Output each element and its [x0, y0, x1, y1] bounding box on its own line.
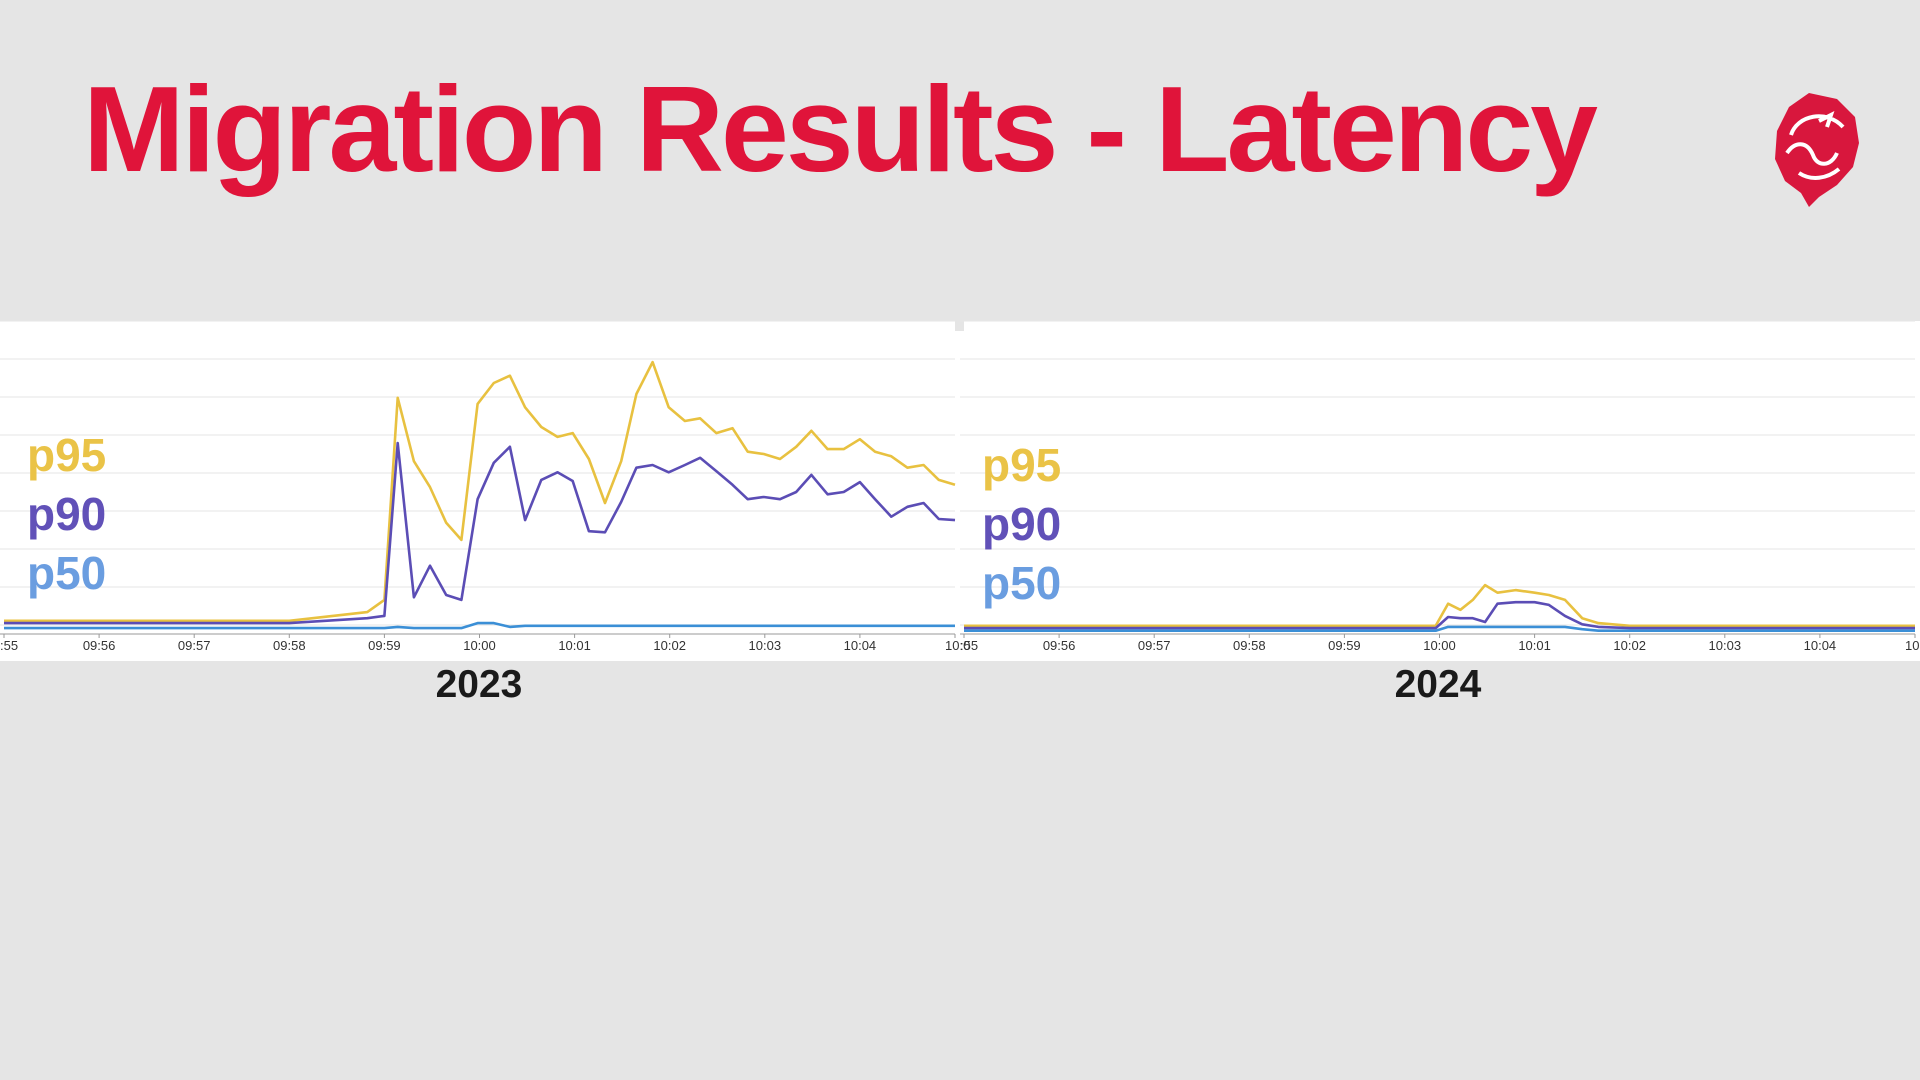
legend-label: p90: [27, 488, 106, 540]
x-tick-label: 10:04: [844, 638, 877, 653]
x-tick-label: 10:0: [945, 638, 970, 653]
series-line: [964, 625, 1915, 632]
legend-label: p95: [982, 439, 1061, 491]
x-tick-label: 09:59: [1328, 638, 1361, 653]
legend-label: p95: [27, 429, 106, 481]
x-tick-label: 10:01: [1518, 638, 1551, 653]
legend-label: p50: [982, 557, 1061, 609]
plots: :55 09:56 09:57 09:58 09:59 10:00 10:01 10:02 10…: [0, 320, 1920, 706]
x-tick-label: 10:04: [1804, 638, 1837, 653]
series-line: [964, 600, 1915, 630]
panel-gap: [955, 321, 964, 331]
x-tick-label: 10:02: [653, 638, 686, 653]
legend-label: p90: [982, 498, 1061, 550]
x-tick-label: 09:58: [273, 638, 306, 653]
series-line: [4, 441, 956, 625]
chart-title: 2023: [436, 663, 523, 706]
x-tick-label: 09:57: [178, 638, 211, 653]
x-tick-label: 10:03: [749, 638, 782, 653]
chart-panel: [0, 321, 1920, 661]
x-tick-label: 10:00: [463, 638, 496, 653]
x-tick-label: :55: [0, 638, 18, 653]
x-tick-label: 09:57: [1138, 638, 1171, 653]
series-line: [4, 360, 956, 623]
series-line: [4, 621, 955, 630]
x-tick-label: 10:03: [1709, 638, 1742, 653]
x-tick-label: :55: [960, 638, 978, 653]
x-tick-label: 09:59: [368, 638, 401, 653]
logo: [1775, 93, 1859, 207]
x-tick-label: 09:56: [1043, 638, 1076, 653]
x-tick-label: 10:01: [558, 638, 591, 653]
logo-swirl: [1785, 111, 1845, 180]
chart-title: 2024: [1395, 663, 1482, 706]
x-tick-label: 10:02: [1613, 638, 1646, 653]
x-tick-label: 10:00: [1423, 638, 1456, 653]
legend-label: p50: [27, 547, 106, 599]
slide-title: Migration Results - Latency: [83, 61, 1598, 197]
x-tick-label: 09:56: [83, 638, 116, 653]
x-tick-label: 09:58: [1233, 638, 1266, 653]
x-tick-label: 10:0: [1905, 638, 1920, 653]
series-line: [964, 583, 1915, 628]
